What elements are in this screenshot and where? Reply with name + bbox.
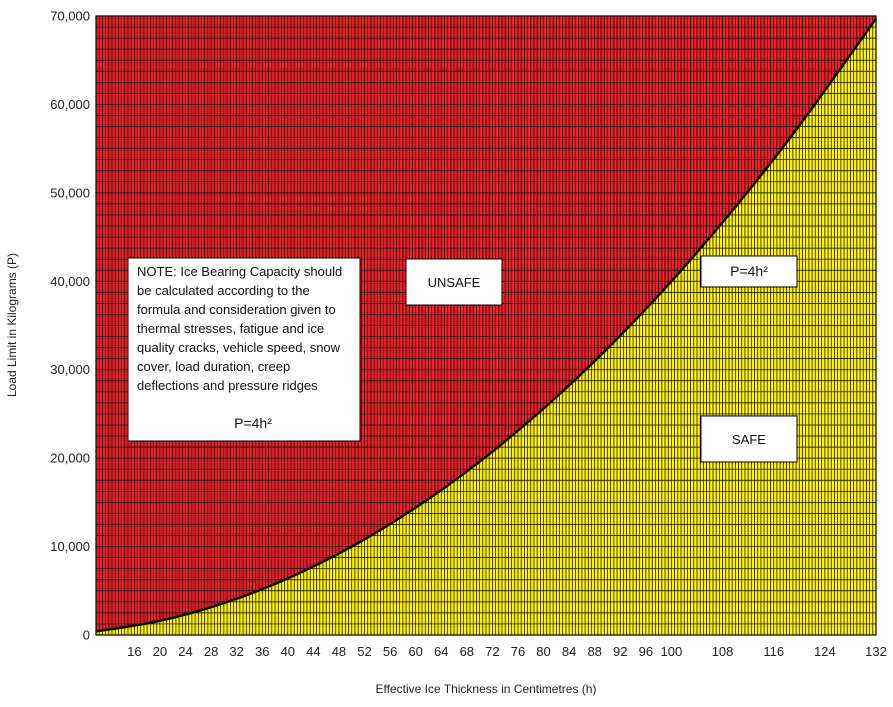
note-box: NOTE: Ice Bearing Capacity should be cal… (127, 257, 361, 442)
formula-label-box: P=4h² (700, 255, 798, 288)
x-tick-label: 44 (306, 644, 320, 659)
x-tick-label: 56 (383, 644, 397, 659)
x-tick-label: 100 (661, 644, 683, 659)
x-tick-label: 88 (587, 644, 601, 659)
x-tick-label: 20 (153, 644, 167, 659)
y-tick-labels: 0 10,000 20,000 30,000 40,000 50,000 60,000 70,… (50, 9, 90, 643)
safe-label: SAFE (732, 432, 766, 447)
x-tick-label: 16 (127, 644, 141, 659)
x-tick-label: 84 (562, 644, 576, 659)
x-tick-label: 116 (763, 644, 784, 659)
x-tick-label: 48 (332, 644, 346, 659)
formula-label: P=4h² (730, 263, 768, 279)
x-tick-label: 124 (814, 644, 836, 659)
note-formula: P=4h² (234, 415, 272, 431)
y-tick-label: 40,000 (50, 274, 90, 289)
y-tick-label: 70,000 (50, 9, 90, 24)
x-tick-label: 40 (281, 644, 295, 659)
y-tick-label: 10,000 (50, 539, 90, 554)
x-tick-label: 132 (865, 644, 887, 659)
x-tick-label: 52 (357, 644, 371, 659)
note-line-2: be calculated according to the (137, 283, 310, 298)
note-line-4: thermal stresses, fatigue and ice (137, 321, 324, 336)
load-curve (95, 17, 877, 633)
y-tick-label: 20,000 (50, 451, 90, 466)
note-line-3: formula and consideration given to (137, 302, 336, 317)
x-axis-label: Effective Ice Thickness in Centimetres (… (376, 682, 597, 696)
y-tick-label: 50,000 (50, 185, 90, 200)
safe-label-box: SAFE (700, 415, 798, 463)
x-tick-label: 80 (536, 644, 550, 659)
plot-border (95, 15, 877, 636)
x-tick-label: 24 (178, 644, 192, 659)
x-tick-label: 64 (434, 644, 448, 659)
unsafe-label: UNSAFE (428, 275, 481, 290)
x-tick-label: 32 (229, 644, 243, 659)
y-axis-label: Load Limit in Kilograms (P) (5, 253, 19, 397)
note-line-7: deflections and pressure ridges (137, 378, 318, 393)
y-tick-label: 0 (83, 628, 90, 643)
x-tick-label: 108 (712, 644, 734, 659)
note-line-6: cover, load duration, creep (137, 359, 290, 374)
note-line-5: quality cracks, vehicle speed, snow (137, 340, 341, 355)
x-tick-label: 96 (639, 644, 653, 659)
x-tick-label: 92 (613, 644, 627, 659)
x-tick-labels: 16 20 24 28 32 36 40 44 48 52 56 60 64 68 72 76 80 84 88 92… (127, 644, 887, 659)
x-tick-label: 72 (485, 644, 499, 659)
x-tick-label: 68 (460, 644, 474, 659)
y-tick-label: 30,000 (50, 362, 90, 377)
y-tick-label: 60,000 (50, 97, 90, 112)
x-tick-label: 76 (511, 644, 525, 659)
x-tick-label: 36 (255, 644, 269, 659)
note-line-1: NOTE: Ice Bearing Capacity should (137, 264, 342, 279)
unsafe-label-box: UNSAFE (405, 258, 503, 306)
x-tick-label: 60 (408, 644, 422, 659)
x-tick-label: 28 (204, 644, 218, 659)
